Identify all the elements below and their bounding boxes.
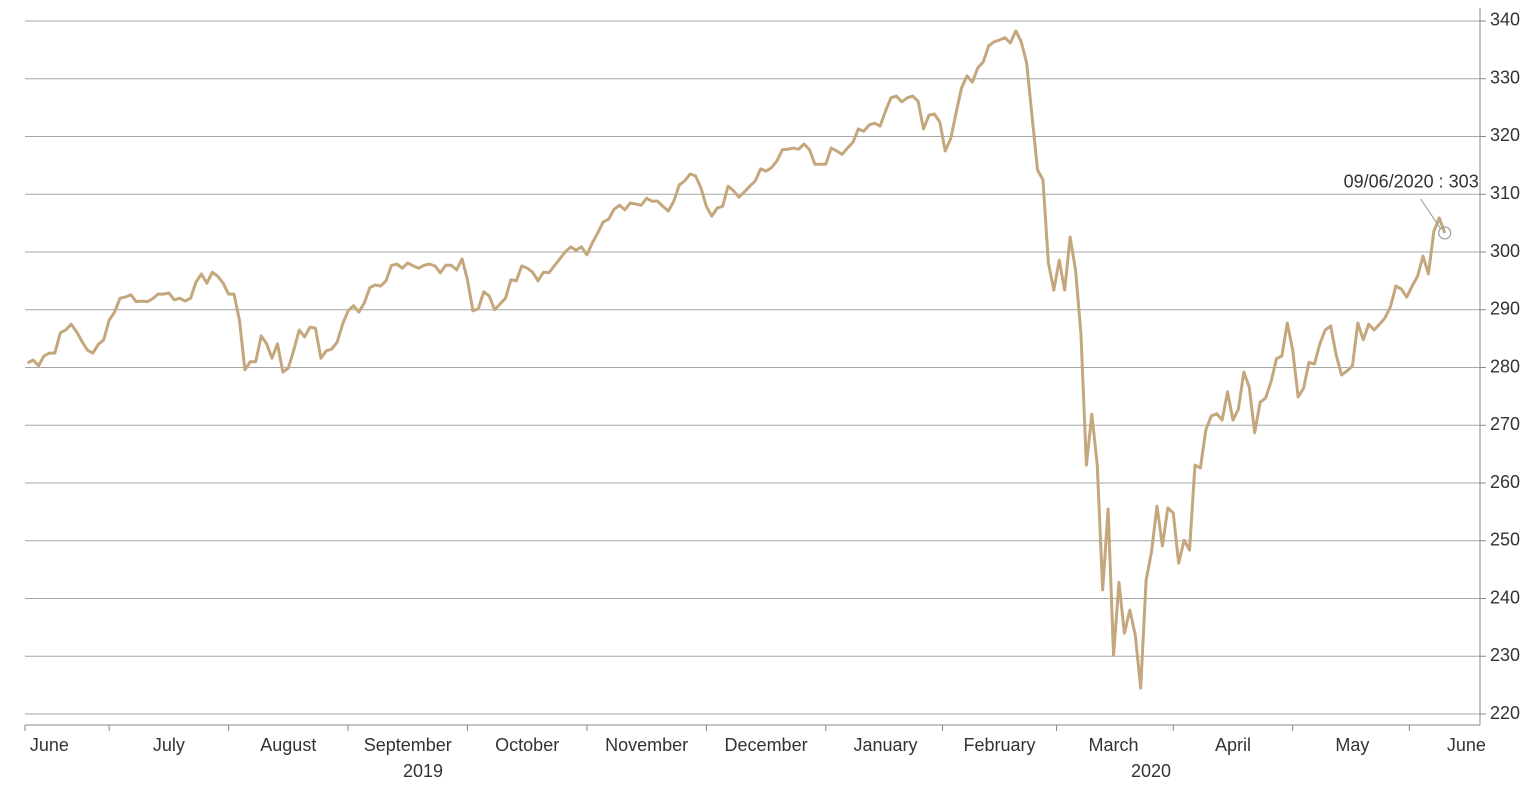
y-tick-label: 310 (1490, 183, 1520, 203)
y-tick-label: 270 (1490, 414, 1520, 434)
y-tick-label: 240 (1490, 587, 1520, 607)
x-tick-label: March (1089, 735, 1139, 755)
y-tick-label: 300 (1490, 241, 1520, 261)
x-tick-label: January (853, 735, 917, 755)
x-tick-label: November (605, 735, 688, 755)
year-label: 2020 (1131, 761, 1171, 781)
y-tick-label: 250 (1490, 530, 1520, 550)
y-tick-label: 220 (1490, 703, 1520, 723)
annotation: 09/06/2020 : 303 (1344, 172, 1479, 192)
x-tick-label: February (964, 735, 1036, 755)
y-tick-label: 330 (1490, 67, 1520, 87)
y-tick-label: 290 (1490, 299, 1520, 319)
data-line (27, 29, 1447, 690)
x-tick-label: July (153, 735, 185, 755)
x-tick-label: June (30, 735, 69, 755)
x-tick-label: December (725, 735, 808, 755)
year-label: 2019 (403, 761, 443, 781)
y-tick-label: 260 (1490, 472, 1520, 492)
x-tick-label: August (260, 735, 316, 755)
y-tick-label: 320 (1490, 125, 1520, 145)
x-tick-label: October (495, 735, 559, 755)
y-tick-label: 230 (1490, 645, 1520, 665)
x-tick-label: September (364, 735, 452, 755)
x-tick-label: April (1215, 735, 1251, 755)
x-tick-label: May (1335, 735, 1369, 755)
y-tick-label: 280 (1490, 356, 1520, 376)
x-tick-label: June (1447, 735, 1486, 755)
annotation-marker (1438, 226, 1452, 240)
annotation-leader (1420, 198, 1442, 230)
y-tick-label: 340 (1490, 10, 1520, 30)
